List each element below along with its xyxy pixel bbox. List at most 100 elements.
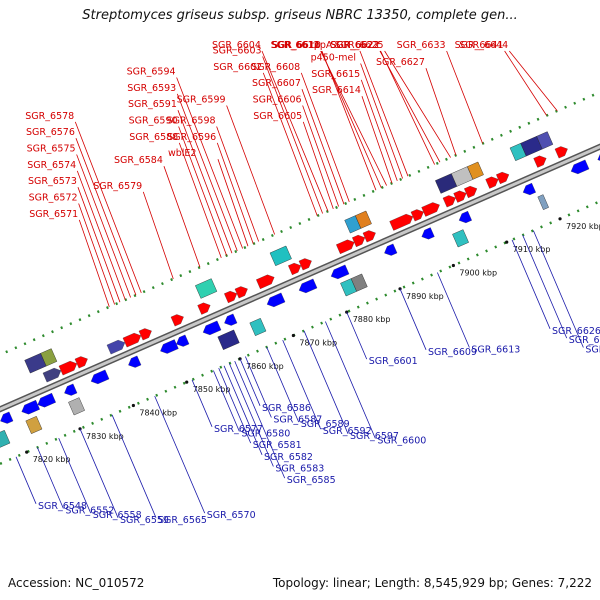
upper-gene-label: SGR_6584 bbox=[114, 155, 163, 166]
lower-feature-block bbox=[537, 194, 549, 210]
lower-feature-block bbox=[68, 397, 85, 416]
upper-leader-line bbox=[300, 72, 350, 202]
upper-leader-line bbox=[176, 77, 243, 249]
upper-leader-line bbox=[446, 50, 483, 144]
lower-leader-line bbox=[399, 288, 427, 350]
reverse-gene-arrow bbox=[176, 334, 190, 347]
reverse-gene-arrow bbox=[160, 339, 179, 354]
upper-gene-label: SGR_6603 bbox=[213, 46, 262, 57]
upper-gene-label: SGR_6574 bbox=[27, 160, 76, 171]
scale-tick bbox=[291, 333, 295, 338]
forward-gene-arrow bbox=[421, 202, 440, 217]
upper-gene-label: SGR_6625 bbox=[335, 40, 384, 51]
scale-tick-label: 7860 kbp bbox=[246, 362, 284, 371]
upper-gene-label: SGR_6588 bbox=[129, 132, 178, 143]
upper-gene-label: SGR_6591 bbox=[128, 99, 177, 110]
scale-tick-label: 7850 kbp bbox=[193, 385, 231, 394]
lower-gene-label: SGR_6628 bbox=[569, 335, 600, 346]
lower-leader-line bbox=[511, 239, 551, 329]
upper-leader-line bbox=[320, 50, 387, 186]
forward-gene-arrow bbox=[464, 185, 478, 199]
upper-gene-label: rppA bbox=[310, 40, 333, 51]
upper-gene-label: SGR_6593 bbox=[127, 83, 176, 94]
lower-leader-line bbox=[37, 447, 64, 509]
forward-gene-arrow bbox=[42, 367, 62, 383]
reverse-gene-arrow bbox=[90, 369, 110, 385]
scale-tick bbox=[451, 263, 455, 268]
upper-gene-label: SGR_6615 bbox=[311, 69, 360, 80]
forward-gene-arrow bbox=[336, 239, 355, 255]
lower-gene-label: SGR_6585 bbox=[287, 475, 336, 486]
upper-leader-line bbox=[177, 110, 233, 254]
forward-gene-arrow bbox=[389, 213, 414, 231]
lower-leader-line bbox=[325, 321, 376, 439]
upper-leader-line bbox=[302, 121, 334, 209]
upper-gene-label: SGR_6605 bbox=[253, 111, 302, 122]
scale-tick-label: 7870 kbp bbox=[299, 338, 337, 347]
lower-leader-line bbox=[522, 234, 568, 339]
upper-gene-label: SGR_6608 bbox=[251, 62, 300, 73]
lower-leader-line bbox=[533, 230, 584, 348]
reverse-gene-arrow bbox=[597, 153, 600, 161]
scale-tick-label: 7840 kbp bbox=[139, 408, 177, 417]
upper-leader-line bbox=[320, 50, 382, 189]
forward-gene-arrow bbox=[197, 302, 211, 315]
forward-gene-arrow bbox=[256, 274, 275, 290]
upper-gene-label: SGR_6599 bbox=[177, 95, 226, 106]
upper-gene-label: p450-mel bbox=[311, 53, 356, 64]
upper-gene-label: SGR_6612 bbox=[271, 40, 320, 51]
upper-gene-label: SGR_6571 bbox=[29, 209, 78, 220]
reverse-gene-arrow bbox=[570, 159, 590, 175]
forward-gene-arrow bbox=[122, 332, 142, 348]
upper-leader-line bbox=[74, 121, 142, 294]
upper-gene-label: SGR_6604 bbox=[212, 40, 261, 51]
upper-leader-line bbox=[379, 50, 441, 163]
lower-feature-block bbox=[350, 273, 368, 292]
upper-gene-label: SGR_6611 bbox=[271, 40, 320, 51]
figure-title: Streptomyces griseus subsp. griseus NBRC… bbox=[82, 8, 518, 23]
scale-tick-label: 7920 kbp bbox=[566, 222, 600, 231]
upper-leader-line bbox=[380, 50, 435, 165]
upper-leader-line bbox=[425, 68, 457, 156]
lower-feature-block bbox=[217, 329, 240, 350]
lower-leader-line bbox=[282, 339, 322, 430]
upper-gene-label: SGR_6573 bbox=[28, 176, 77, 187]
upper-gene-label: SGR_6594 bbox=[127, 67, 176, 78]
upper-gene-label: SGR_6578 bbox=[25, 111, 74, 122]
lower-feature-block bbox=[249, 317, 267, 336]
upper-gene-label: SGR_6633 bbox=[397, 40, 446, 51]
upper-leader-line bbox=[261, 50, 329, 212]
reverse-gene-arrow bbox=[298, 278, 318, 294]
lower-leader-line bbox=[234, 360, 286, 479]
forward-gene-arrow bbox=[74, 356, 88, 369]
forward-gene-arrow bbox=[288, 262, 302, 276]
upper-leader-line bbox=[504, 50, 547, 116]
forward-gene-arrow bbox=[485, 176, 499, 189]
lower-leader-line bbox=[15, 456, 37, 504]
lower-leader-line bbox=[191, 379, 213, 427]
lower-gene-label: SGR_6583 bbox=[275, 463, 324, 474]
scale-tick-label: 7830 kbp bbox=[86, 432, 124, 441]
lower-leader-line bbox=[154, 395, 206, 514]
forward-gene-arrow bbox=[410, 209, 424, 222]
upper-leader-line bbox=[360, 79, 398, 181]
upper-gene-label: SGR_6610 bbox=[272, 40, 321, 51]
upper-leader-line bbox=[178, 126, 228, 256]
lower-gene-label: SGR_6589 bbox=[301, 419, 350, 430]
lower-gene-label: SGR_6582 bbox=[264, 452, 313, 463]
scale-tick bbox=[558, 217, 562, 221]
upper-leader-line bbox=[384, 50, 451, 158]
upper-feature-block bbox=[467, 161, 484, 180]
upper-leader-line bbox=[359, 50, 409, 177]
reverse-gene-arrow bbox=[128, 355, 142, 368]
upper-leader-line bbox=[75, 138, 137, 296]
upper-leader-line bbox=[76, 170, 126, 300]
scale-tick-label: 7890 kbp bbox=[406, 292, 444, 301]
scale-tick bbox=[238, 357, 242, 361]
lower-leader-line bbox=[239, 358, 261, 406]
upper-gene-label: SGR_6602 bbox=[213, 62, 262, 73]
upper-gene-label: SGR_6596 bbox=[167, 132, 216, 143]
lower-leader-line bbox=[346, 311, 368, 360]
upper-leader-line bbox=[217, 159, 249, 247]
